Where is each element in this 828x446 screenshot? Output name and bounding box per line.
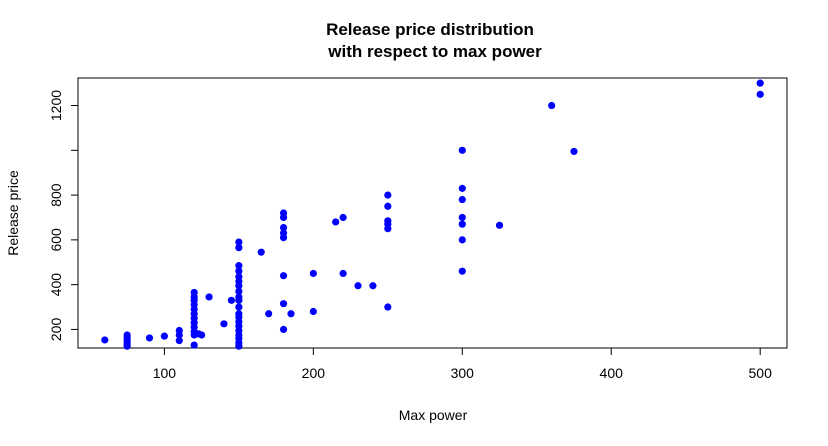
data-point [235, 310, 243, 318]
data-point [175, 326, 183, 335]
data-point [369, 282, 377, 290]
data-point [458, 195, 466, 204]
data-point [384, 191, 392, 199]
data-point [220, 320, 228, 328]
data-point [190, 288, 198, 297]
data-point [495, 221, 504, 229]
data-point [235, 238, 243, 246]
data-point [287, 310, 295, 318]
data-point [235, 273, 243, 281]
data-point [235, 267, 243, 275]
y-tick-label: 600 [48, 228, 64, 252]
data-point [332, 218, 340, 226]
data-point [160, 332, 168, 340]
data-point [384, 217, 392, 225]
data-point [354, 282, 362, 290]
y-tick-label: 1200 [48, 90, 64, 121]
data-point [458, 184, 466, 192]
data-point [227, 296, 236, 304]
data-point [279, 209, 288, 217]
y-tick-label: 400 [48, 273, 64, 297]
data-point [384, 303, 392, 311]
data-point [756, 90, 764, 98]
data-point [570, 147, 578, 156]
data-point [458, 236, 466, 244]
data-point [279, 223, 288, 232]
data-point [339, 213, 347, 222]
x-tick-label: 500 [749, 365, 773, 381]
data-point [175, 337, 183, 345]
x-axis-label: Max power [399, 407, 468, 423]
data-point [235, 293, 243, 301]
y-axis-label: Release price [5, 170, 21, 256]
data-point [279, 325, 288, 334]
x-tick-label: 100 [153, 365, 177, 381]
data-points [101, 79, 764, 350]
data-point [279, 300, 288, 308]
chart-title-line-2: with respect to max power [327, 42, 542, 61]
data-point [265, 310, 273, 318]
data-point [101, 336, 109, 344]
data-point [123, 331, 131, 339]
data-point [309, 307, 317, 316]
data-point [205, 293, 213, 301]
data-point [458, 146, 466, 154]
x-tick-label: 400 [600, 365, 624, 381]
data-point [257, 248, 265, 256]
data-point [384, 202, 392, 210]
y-tick-label: 200 [48, 318, 64, 342]
plot-frame [77, 77, 788, 349]
y-axis: 200 400 600 800 1200 [48, 90, 79, 342]
data-point [235, 244, 243, 252]
data-point [235, 303, 243, 311]
data-point [548, 101, 556, 110]
data-point [190, 341, 198, 349]
data-point [145, 334, 154, 342]
data-point [339, 269, 347, 278]
x-tick-label: 300 [451, 365, 475, 381]
data-point [458, 213, 466, 222]
chart-title-line-1: Release price distribution [326, 20, 534, 39]
data-point [235, 262, 243, 270]
data-point [756, 79, 764, 87]
data-point [198, 331, 206, 339]
data-point [235, 287, 243, 295]
x-axis: 100 200 300 400 500 [153, 347, 773, 381]
x-tick-label: 200 [302, 365, 326, 381]
data-point [458, 267, 466, 275]
data-point [279, 272, 288, 280]
data-point [279, 229, 288, 237]
data-point [458, 220, 466, 228]
y-tick-label: 800 [48, 183, 64, 207]
data-point [309, 269, 317, 278]
